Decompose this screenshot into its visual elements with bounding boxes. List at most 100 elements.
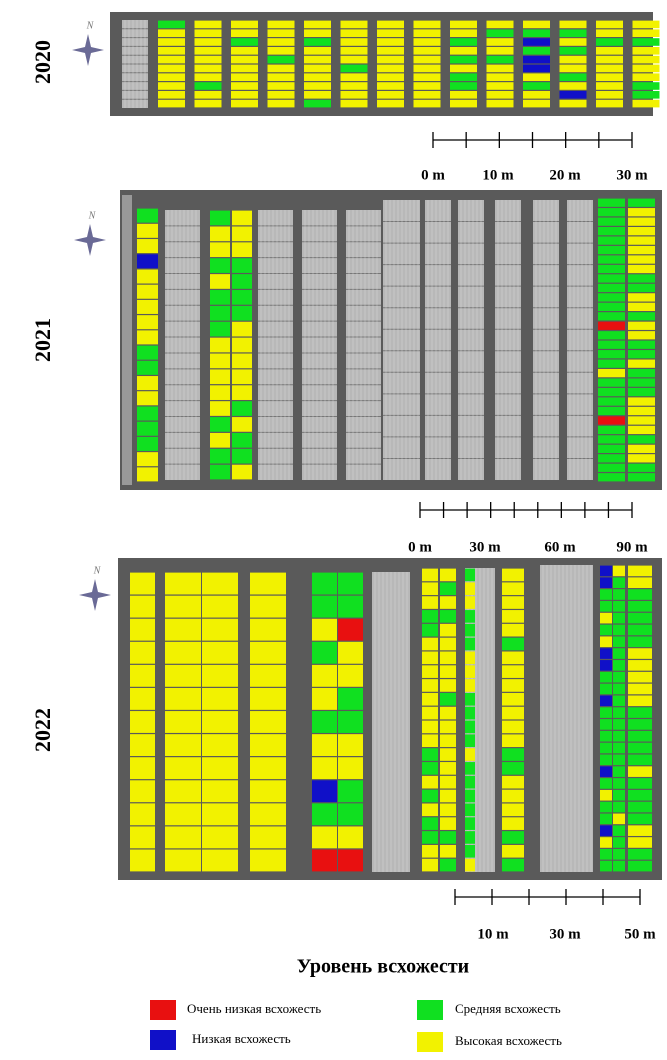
legend-label: Низкая всхожесть (192, 1031, 291, 1046)
plot-cell (338, 826, 363, 848)
plot-cell (600, 660, 612, 671)
plot-cell (628, 473, 655, 481)
plot-cell (137, 300, 158, 314)
legend-swatch (417, 1000, 443, 1020)
plot-cell (377, 47, 404, 55)
plot-cell (560, 100, 587, 108)
plot-cell (158, 38, 185, 46)
plot-cell (598, 312, 625, 320)
legend-label: Очень низкая всхожесть (187, 1001, 321, 1016)
plot-cell (628, 589, 652, 600)
plot-cell (210, 226, 230, 241)
plot-cell (232, 417, 252, 432)
plot-cell (210, 322, 230, 337)
plot-cell (130, 596, 155, 618)
plot-cell (158, 47, 185, 55)
plot-cell (450, 29, 477, 37)
plot-cell (600, 814, 612, 825)
plot-cell (338, 596, 363, 618)
plot-cell (304, 56, 331, 64)
plot-cell (598, 407, 625, 415)
plot-cell (502, 596, 524, 609)
plot-cell (502, 734, 524, 747)
plot-cell (502, 790, 524, 803)
plot-cell (414, 65, 441, 73)
plot-cell (560, 21, 587, 29)
scale-label: 0 m (408, 539, 432, 555)
plot-cell (598, 265, 625, 273)
plot-cell (560, 56, 587, 64)
plot-cell (377, 65, 404, 73)
plot-cell (312, 619, 337, 641)
plot-cell (137, 269, 158, 283)
plot-cell (231, 29, 258, 37)
north-label: N (86, 20, 95, 31)
plot-cell (628, 331, 655, 339)
plot-cell (465, 734, 475, 747)
plot-cell (304, 38, 331, 46)
bare-plot (567, 200, 593, 480)
plot-cell (232, 322, 252, 337)
plot-cell (210, 417, 230, 432)
plot-cell (232, 465, 252, 480)
plot-cell (523, 47, 550, 55)
plot-cell (465, 859, 475, 872)
plot-cell (250, 757, 286, 779)
plot-cell (487, 100, 514, 108)
plot-cell (450, 21, 477, 29)
plot-cell (465, 679, 475, 692)
scale-label: 30 m (549, 926, 581, 942)
plot-cell (158, 56, 185, 64)
plot-cell (422, 831, 438, 844)
plot-cell (600, 755, 612, 766)
plot-cell (628, 825, 652, 836)
plot-cell (628, 802, 652, 813)
plot-cell (304, 73, 331, 81)
plot-cell (341, 73, 368, 81)
scale-label: 30 m (469, 539, 501, 555)
plot-cell (202, 596, 238, 618)
plot-cell (250, 688, 286, 710)
plot-cell (377, 38, 404, 46)
plot-cell (414, 38, 441, 46)
plot-cell (422, 707, 438, 720)
plot-cell (596, 38, 623, 46)
bare-plot (425, 200, 451, 480)
plot-cell (165, 688, 201, 710)
plot-cell (377, 100, 404, 108)
plot-cell (596, 47, 623, 55)
plot-cell (465, 804, 475, 817)
plot-cell (304, 29, 331, 37)
plot-cell (502, 707, 524, 720)
plot-cell (231, 65, 258, 73)
plot-cell (137, 376, 158, 390)
plot-cell (231, 38, 258, 46)
plot-cell (440, 707, 456, 720)
plot-cell (633, 82, 660, 90)
plot-cell (598, 322, 625, 330)
plot-cell (613, 825, 625, 836)
plot-cell (414, 21, 441, 29)
plot-cell (137, 361, 158, 375)
plot-cell (628, 435, 655, 443)
plot-cell (560, 82, 587, 90)
plot-cell (450, 56, 477, 64)
plot-cell (312, 850, 337, 872)
plot-cell (628, 350, 655, 358)
plot-cell (158, 29, 185, 37)
plot-cell (341, 91, 368, 99)
plot-cell (210, 385, 230, 400)
plot-cell (600, 566, 612, 577)
plot-cell (268, 73, 295, 81)
plot-cell (165, 665, 201, 687)
scale-label: 10 m (482, 167, 514, 183)
legend-swatch (150, 1000, 176, 1020)
plot-cell (598, 388, 625, 396)
plot-cell (560, 91, 587, 99)
plot-cell (502, 569, 524, 582)
plot-cell (232, 385, 252, 400)
plot-cell (487, 47, 514, 55)
plot-cell (502, 831, 524, 844)
plot-cell (422, 859, 438, 872)
plot-cell (560, 65, 587, 73)
